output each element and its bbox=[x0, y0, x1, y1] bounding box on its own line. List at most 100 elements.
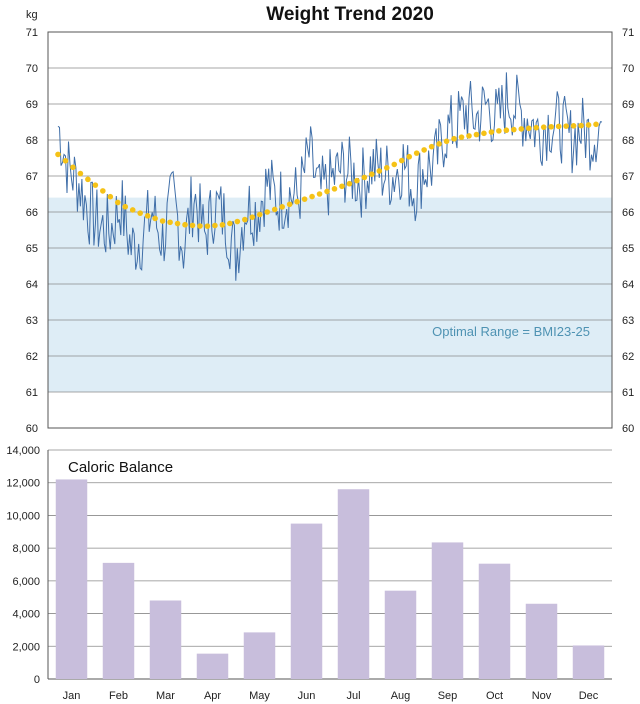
trend-point bbox=[197, 223, 203, 229]
trend-point bbox=[369, 171, 375, 177]
trend-point bbox=[212, 222, 218, 229]
month-label: Jul bbox=[346, 690, 360, 702]
month-label: Oct bbox=[486, 690, 503, 702]
trend-point bbox=[174, 220, 181, 227]
trend-point bbox=[466, 133, 472, 139]
trend-point bbox=[77, 170, 84, 177]
y-tick-label: 66 bbox=[26, 207, 38, 219]
trend-point bbox=[346, 180, 353, 187]
month-label: Jun bbox=[298, 690, 316, 702]
month-label: Apr bbox=[204, 690, 221, 702]
y-tick-label: 12,000 bbox=[6, 478, 40, 490]
trend-point bbox=[331, 186, 338, 192]
month-label: Dec bbox=[579, 690, 599, 702]
y-tick-label-right: 64 bbox=[622, 279, 634, 291]
trend-point bbox=[55, 151, 61, 158]
trend-point bbox=[167, 219, 173, 226]
trend-point bbox=[383, 164, 390, 171]
y-tick-label: 6,000 bbox=[12, 576, 40, 588]
trend-point bbox=[294, 198, 300, 205]
month-label: May bbox=[249, 690, 270, 702]
month-label: Mar bbox=[156, 690, 175, 702]
y-tick-label-right: 71 bbox=[622, 27, 634, 39]
y-tick-label-right: 70 bbox=[622, 63, 634, 75]
trend-point bbox=[204, 223, 211, 229]
y-unit-label: kg bbox=[26, 9, 38, 21]
calorie-y-ticks: 0 2,000 4,000 6,000 8,000 10,000 12,000 14,000 bbox=[6, 445, 40, 686]
trend-point bbox=[518, 126, 525, 132]
trend-point bbox=[585, 122, 592, 128]
trend-point bbox=[129, 207, 136, 213]
y-tick-label: 61 bbox=[26, 387, 38, 399]
trend-point bbox=[144, 213, 151, 219]
optimal-range-band bbox=[48, 197, 612, 392]
y-tick-label: 67 bbox=[26, 171, 38, 183]
trend-point bbox=[540, 124, 547, 130]
trend-point bbox=[100, 188, 106, 194]
trend-point bbox=[286, 201, 293, 208]
trend-point bbox=[421, 147, 427, 153]
caloric-balance-title: Caloric Balance bbox=[68, 459, 173, 476]
trend-point bbox=[578, 122, 584, 129]
trend-point bbox=[496, 128, 502, 134]
trend-point bbox=[309, 193, 315, 200]
trend-point bbox=[533, 124, 540, 131]
calorie-bar bbox=[384, 590, 417, 679]
y-tick-label: 0 bbox=[34, 674, 40, 686]
calorie-bar bbox=[572, 645, 605, 679]
y-tick-label-right: 69 bbox=[622, 99, 634, 111]
y-tick-label: 70 bbox=[26, 63, 38, 75]
calorie-bars bbox=[55, 479, 605, 679]
trend-point bbox=[413, 150, 420, 156]
trend-point bbox=[428, 143, 435, 150]
trend-point bbox=[85, 176, 91, 183]
trend-point bbox=[406, 153, 413, 160]
y-tick-label-right: 63 bbox=[622, 315, 634, 327]
trend-point bbox=[473, 131, 480, 138]
trend-point bbox=[234, 218, 241, 225]
trend-point bbox=[593, 121, 599, 128]
y-tick-label: 8,000 bbox=[12, 543, 40, 555]
trend-point bbox=[503, 127, 510, 134]
y-tick-label: 4,000 bbox=[12, 609, 40, 621]
weight-y-ticks-right: 60 61 62 63 64 65 66 67 68 69 70 71 bbox=[622, 27, 634, 435]
y-tick-label: 64 bbox=[26, 279, 38, 291]
y-tick-label: 2,000 bbox=[12, 641, 40, 653]
trend-point bbox=[324, 188, 330, 195]
calorie-bar bbox=[149, 600, 182, 679]
y-tick-label-right: 60 bbox=[622, 423, 634, 435]
y-tick-label: 68 bbox=[26, 135, 38, 147]
trend-point bbox=[242, 216, 248, 223]
y-tick-label-right: 67 bbox=[622, 171, 634, 183]
y-tick-label: 10,000 bbox=[6, 510, 40, 522]
trend-point bbox=[339, 183, 345, 190]
calorie-bar bbox=[55, 479, 88, 679]
y-tick-label: 71 bbox=[26, 27, 38, 39]
month-label: Aug bbox=[391, 690, 411, 702]
trend-point bbox=[70, 164, 76, 171]
trend-point bbox=[219, 222, 226, 228]
y-tick-label-right: 62 bbox=[622, 351, 634, 363]
trend-point bbox=[92, 182, 99, 188]
y-tick-label: 65 bbox=[26, 243, 38, 255]
y-tick-label-right: 65 bbox=[622, 243, 634, 255]
month-label: Sep bbox=[438, 690, 458, 702]
trend-point bbox=[525, 125, 532, 132]
trend-series bbox=[55, 121, 599, 229]
trend-point bbox=[451, 135, 457, 142]
trend-point bbox=[458, 134, 465, 140]
calorie-bar bbox=[478, 563, 511, 679]
y-tick-label-right: 66 bbox=[622, 207, 634, 219]
y-tick-label: 69 bbox=[26, 99, 38, 111]
trend-point bbox=[488, 129, 495, 135]
trend-point bbox=[354, 177, 360, 184]
calorie-bar bbox=[525, 603, 558, 679]
calorie-bar bbox=[196, 653, 229, 679]
month-labels: Jan Feb Mar Apr May Jun Jul Aug Sep Oct Nov Dec bbox=[63, 690, 599, 702]
y-tick-label: 63 bbox=[26, 315, 38, 327]
trend-point bbox=[137, 210, 143, 216]
trend-point bbox=[563, 123, 569, 129]
y-tick-label-right: 68 bbox=[622, 135, 634, 147]
